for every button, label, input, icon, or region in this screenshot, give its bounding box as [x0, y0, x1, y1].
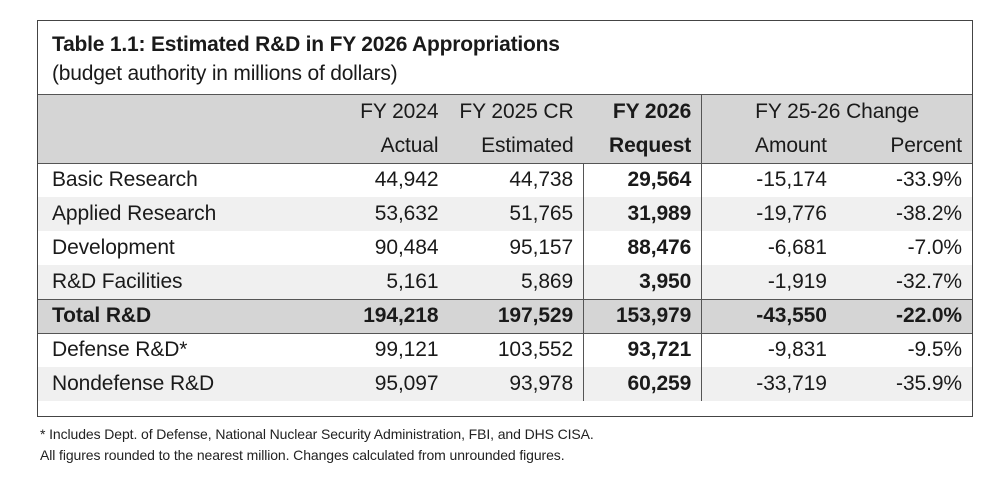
cell-fy2026: 29,564: [583, 163, 703, 197]
table-row-development: Development 90,484 95,157 88,476 -6,681 …: [38, 231, 972, 265]
row-label: Nondefense R&D: [52, 372, 215, 395]
table-frame: Table 1.1: Estimated R&D in FY 2026 Appr…: [37, 20, 973, 417]
cell-fy2025: 95,157: [448, 231, 585, 265]
table-row-rd-facilities: R&D Facilities 5,161 5,869 3,950 -1,919 …: [38, 265, 972, 299]
cell-fy2025: 5,869: [448, 265, 585, 299]
cell-change-percent: -33.9%: [896, 168, 962, 192]
table-row-basic-research: Basic Research 44,942 44,738 29,564 -15,…: [38, 163, 972, 197]
cell-change-percent: -38.2%: [896, 202, 962, 225]
cell-change-percent: -7.0%: [907, 236, 962, 259]
cell-change-amount: -1,919: [767, 269, 827, 293]
table-row-applied-research: Applied Research 53,632 51,765 31,989 -1…: [38, 197, 972, 231]
header-blank-2: [38, 129, 323, 163]
header-amount: Amount: [701, 129, 837, 163]
cell-fy2025: 197,529: [448, 299, 585, 333]
row-label: Basic Research: [52, 168, 198, 192]
header-row-1: FY 2024 FY 2025 CR FY 2026 FY 25-26 Chan…: [38, 95, 972, 129]
header-row-2: Actual Estimated Request Amount Percent: [38, 129, 972, 163]
header-fy2026-line1: FY 2026: [612, 100, 692, 123]
rd-appropriations-table: FY 2024 FY 2025 CR FY 2026 FY 25-26 Chan…: [38, 95, 972, 401]
header-change-group: FY 25-26 Change: [701, 95, 972, 129]
row-label: Defense R&D*: [52, 338, 188, 362]
row-label: Total R&D: [52, 304, 152, 327]
cell-change-percent: -9.5%: [907, 338, 962, 362]
cell-fy2026: 93,721: [583, 333, 703, 367]
cell-fy2025: 51,765: [448, 197, 585, 231]
cell-change-amount: -33,719: [756, 372, 827, 395]
cell-fy2024: 90,484: [374, 236, 439, 259]
header-fy2024-line1: FY 2024: [360, 100, 439, 123]
header-fy2025-line2: Estimated: [481, 133, 574, 157]
table-title-block: Table 1.1: Estimated R&D in FY 2026 Appr…: [38, 21, 972, 95]
cell-fy2024: 53,632: [374, 202, 439, 225]
cell-fy2025: 44,738: [448, 163, 585, 197]
cell-fy2025: 103,552: [448, 333, 585, 367]
table-row-nondefense-rd: Nondefense R&D 95,097 93,978 60,259 -33,…: [38, 367, 972, 401]
row-label: Applied Research: [52, 202, 217, 225]
cell-fy2026: 60,259: [583, 367, 703, 401]
cell-fy2024: 95,097: [374, 372, 439, 395]
cell-fy2026: 3,950: [583, 265, 703, 299]
cell-change-amount: -15,174: [756, 168, 827, 192]
cell-fy2024: 5,161: [386, 269, 439, 293]
footnote-rounding: All figures rounded to the nearest milli…: [40, 447, 565, 463]
cell-fy2024: 44,942: [374, 168, 439, 192]
table-subtitle: (budget authority in millions of dollars…: [52, 62, 398, 85]
cell-change-amount: -43,550: [756, 304, 827, 327]
row-label: Development: [52, 236, 175, 259]
cell-change-percent: -32.7%: [896, 269, 962, 293]
cell-change-amount: -9,831: [767, 338, 827, 362]
cell-fy2024: 194,218: [363, 304, 439, 327]
cell-change-percent: -35.9%: [896, 372, 962, 395]
table-title: Table 1.1: Estimated R&D in FY 2026 Appr…: [52, 33, 560, 56]
cell-change-percent: -22.0%: [896, 304, 962, 327]
cell-fy2025: 93,978: [448, 367, 585, 401]
header-fy2025-line1: FY 2025 CR: [459, 100, 574, 123]
footnote-defense: * Includes Dept. of Defense, National Nu…: [40, 426, 594, 442]
header-blank: [38, 95, 323, 129]
row-label: R&D Facilities: [52, 269, 183, 293]
header-fy2026-line2: Request: [609, 133, 692, 157]
cell-fy2026: 31,989: [583, 197, 703, 231]
cell-fy2026: 88,476: [583, 231, 703, 265]
cell-change-amount: -6,681: [767, 236, 827, 259]
table-row-total-rd: Total R&D 194,218 197,529 153,979 -43,55…: [38, 299, 972, 333]
table-row-defense-rd: Defense R&D* 99,121 103,552 93,721 -9,83…: [38, 333, 972, 367]
cell-fy2026: 153,979: [583, 299, 703, 333]
cell-fy2024: 99,121: [374, 338, 439, 362]
footnotes: * Includes Dept. of Defense, National Nu…: [40, 424, 594, 466]
cell-change-amount: -19,776: [756, 202, 827, 225]
header-fy2024-line2: Actual: [380, 133, 439, 157]
header-percent: Percent: [890, 133, 962, 157]
